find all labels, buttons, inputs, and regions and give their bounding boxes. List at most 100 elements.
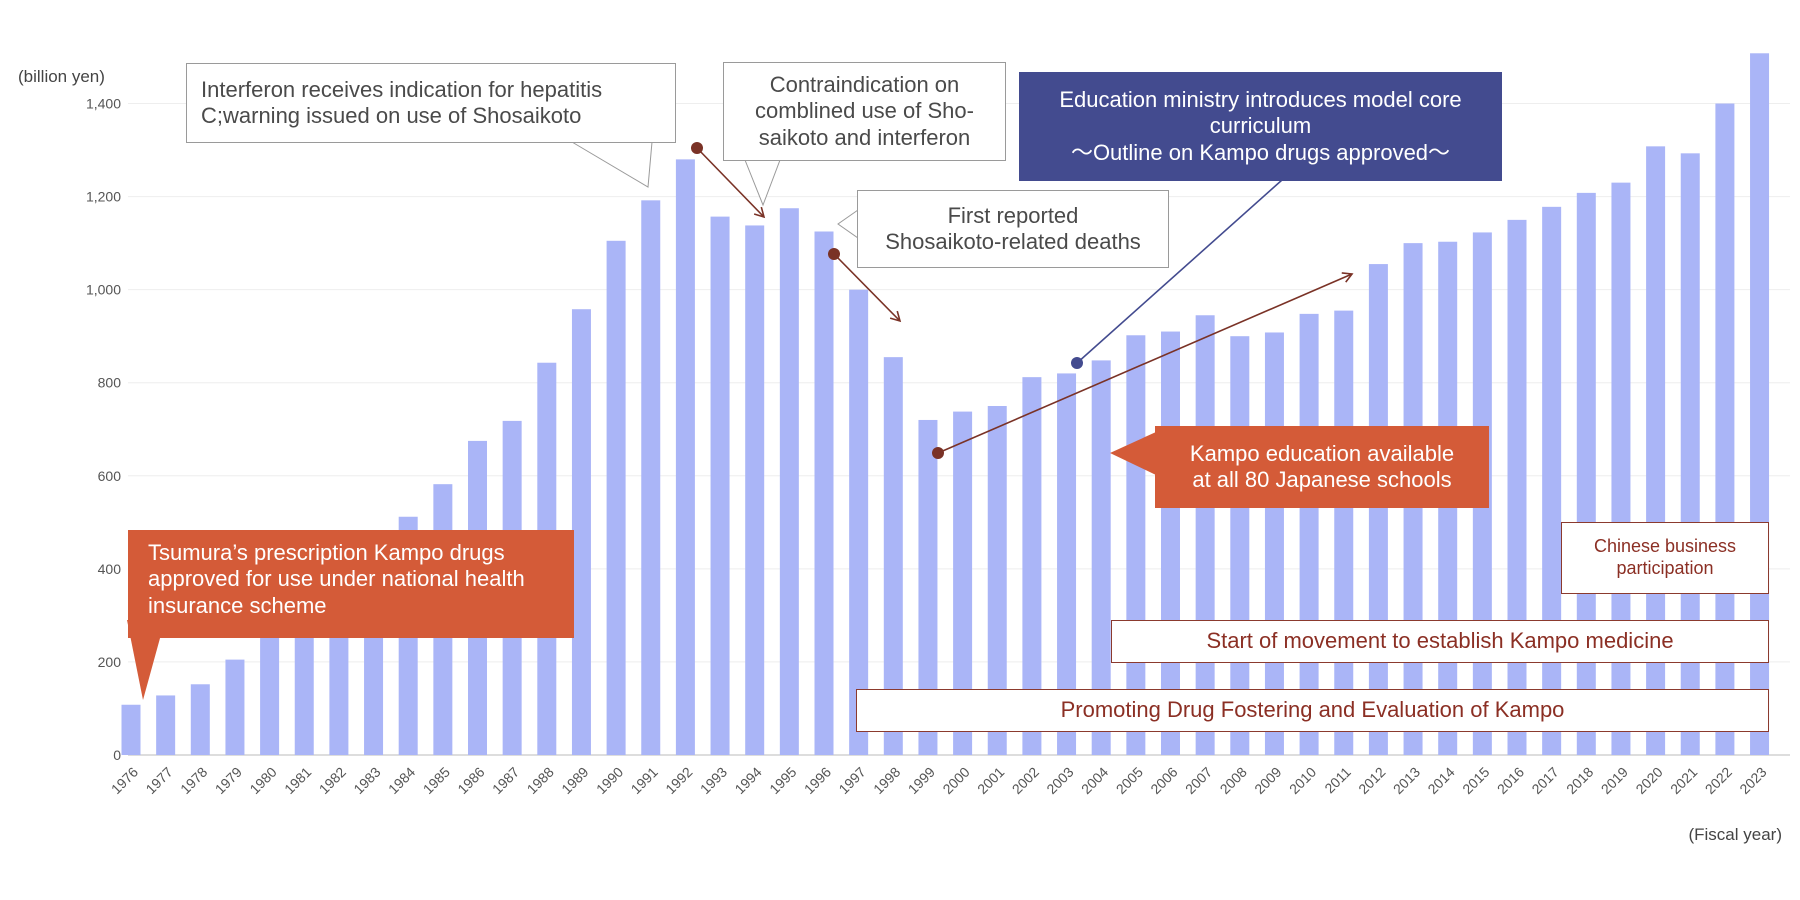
bar-1993 (710, 216, 730, 756)
bar-1976 (121, 704, 141, 755)
y-tick-label: 600 (98, 468, 122, 484)
bar-1990 (606, 240, 626, 756)
x-tick-label: 2012 (1355, 764, 1388, 797)
x-tick-label: 2016 (1494, 764, 1527, 797)
x-tick-label: 2002 (1009, 764, 1042, 797)
x-tick-label: 1979 (212, 764, 245, 797)
education-ministry-annotation: Education ministry introduces model core… (1019, 72, 1502, 181)
x-tick-label: 1996 (801, 764, 834, 797)
x-tick-label: 2015 (1459, 764, 1492, 797)
interferon-callout-pointer (570, 141, 653, 188)
kampo-education-annotation: Kampo education available at all 80 Japa… (1155, 426, 1489, 508)
tsumura-callout-pointer (127, 620, 165, 700)
movement-annotation: Start of movement to establish Kampo med… (1111, 620, 1769, 663)
x-tick-label: 1983 (350, 764, 383, 797)
deaths-callout-pointer (837, 209, 859, 239)
bar-1978 (190, 684, 210, 755)
x-tick-label: 1987 (489, 764, 522, 797)
bar-1979 (225, 659, 245, 755)
x-axis-label: (Fiscal year) (1688, 825, 1782, 844)
x-tick-label: 1992 (662, 764, 695, 797)
x-tick-label: 1990 (593, 764, 626, 797)
interferon-annotation: Interferon receives indication for hepat… (186, 63, 676, 143)
x-tick-label: 2017 (1528, 764, 1561, 797)
contraindication-callout-pointer (744, 159, 781, 207)
bar-2001 (987, 406, 1007, 755)
y-axis-label: (billion yen) (18, 67, 105, 86)
tsumura-annotation: Tsumura’s prescription Kampo drugs appro… (128, 530, 574, 638)
bar-2002 (1022, 377, 1042, 755)
bar-1998 (883, 357, 903, 755)
x-tick-label: 1977 (142, 764, 175, 797)
x-tick-label: 2001 (974, 764, 1007, 797)
bar-1994 (745, 225, 765, 755)
x-tick-label: 2018 (1563, 764, 1596, 797)
y-tick-label: 1,200 (86, 189, 121, 205)
bar-2019 (1611, 182, 1631, 755)
navy-pointer-line (1071, 179, 1283, 369)
bar-2012 (1368, 264, 1388, 755)
x-tick-label: 1976 (108, 764, 141, 797)
x-tick-label: 2000 (939, 764, 972, 797)
bar-1997 (849, 289, 869, 755)
y-tick-label: 0 (113, 747, 121, 763)
bar-1980 (260, 620, 280, 755)
x-tick-label: 2019 (1598, 764, 1631, 797)
x-tick-label: 1984 (385, 764, 418, 797)
kampo-education-callout-pointer (1110, 432, 1156, 475)
x-tick-label: 1991 (628, 764, 661, 797)
x-tick-label: 1999 (905, 764, 938, 797)
bar-2000 (953, 411, 973, 755)
bar-1989 (571, 309, 591, 755)
bar-2018 (1576, 192, 1596, 756)
x-tick-label: 2009 (1251, 764, 1284, 797)
x-tick-label: 2011 (1321, 764, 1354, 797)
bar-1995 (779, 208, 799, 755)
bar-2016 (1507, 219, 1527, 755)
x-tick-label: 2013 (1390, 764, 1423, 797)
x-tick-label: 2004 (1078, 764, 1111, 797)
x-tick-label: 1981 (281, 764, 314, 797)
x-tick-label: 1989 (558, 764, 591, 797)
y-tick-label: 1,400 (86, 96, 121, 112)
x-tick-label: 1993 (697, 764, 730, 797)
y-tick-label: 1,000 (86, 282, 121, 298)
x-tick-label: 2008 (1217, 764, 1250, 797)
bar-2020 (1646, 146, 1666, 755)
x-tick-label: 2010 (1286, 764, 1319, 797)
x-tick-label: 1986 (454, 764, 487, 797)
x-tick-label: 2023 (1736, 764, 1769, 797)
chinese-participation-annotation: Chinese business participation (1561, 522, 1769, 594)
bar-1999 (918, 419, 938, 755)
x-tick-label: 2006 (1147, 764, 1180, 797)
arrow-1996-1998 (828, 248, 902, 323)
bar-2021 (1680, 153, 1700, 756)
arrow-1999-2011 (932, 272, 1354, 459)
x-tick-label: 1998 (870, 764, 903, 797)
bar-2004 (1091, 360, 1111, 755)
y-axis-ticks: 0 200 400 600 800 1,000 1,200 1,400 (86, 96, 121, 763)
x-tick-label: 1985 (420, 764, 453, 797)
y-tick-label: 400 (98, 561, 122, 577)
x-tick-label: 1980 (246, 764, 279, 797)
x-tick-label: 2007 (1182, 764, 1215, 797)
contraindication-annotation: Contraindication on comblined use of Sho… (723, 62, 1006, 161)
x-tick-label: 1994 (731, 764, 764, 797)
deaths-annotation: First reported Shosaikoto-related deaths (857, 190, 1169, 268)
x-tick-label: 2022 (1702, 764, 1735, 797)
x-tick-label: 1995 (766, 764, 799, 797)
y-tick-label: 200 (98, 654, 122, 670)
bar-1991 (641, 200, 661, 756)
x-tick-label: 2021 (1667, 764, 1700, 797)
bar-2017 (1542, 206, 1562, 755)
bar-1992 (675, 159, 695, 755)
x-tick-label: 2014 (1424, 764, 1457, 797)
x-tick-label: 2005 (1113, 764, 1146, 797)
x-tick-label: 1978 (177, 764, 210, 797)
x-tick-label: 1982 (316, 764, 349, 797)
x-axis-ticks: 1976 1977 1978 1979 1980 1981 1982 1983 1984 1985… (108, 764, 1770, 797)
x-tick-label: 1997 (835, 764, 868, 797)
x-tick-label: 1988 (524, 764, 557, 797)
bar-2003 (1057, 373, 1077, 755)
x-tick-label: 2020 (1632, 764, 1665, 797)
